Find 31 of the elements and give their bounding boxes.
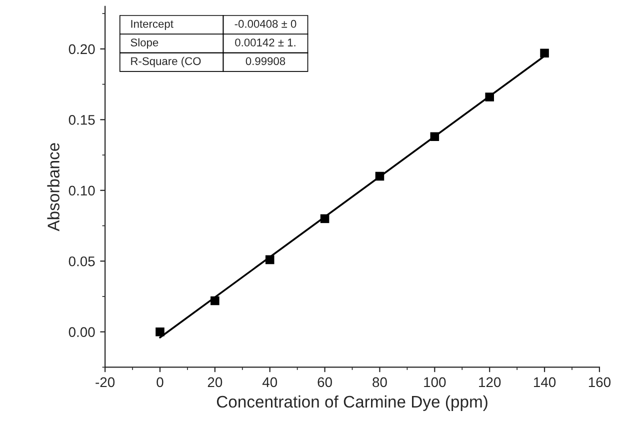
y-tick-label: 0.15 (68, 114, 95, 125)
y-tick-label: 0.05 (68, 256, 95, 266)
annotation: Slope (130, 38, 158, 49)
point (430, 132, 440, 142)
annotation: 0.99908 (246, 57, 286, 66)
y-axis-title: Absorbance (47, 143, 60, 232)
x-tick-label: 100 (424, 377, 446, 388)
y-tick-label: 0.10 (68, 186, 95, 196)
x-tick-label: 40 (262, 377, 278, 388)
y-tick-label: 0.00 (68, 327, 95, 338)
x-tick-label: 20 (208, 377, 222, 388)
annotation: -0.00408 ± 0 (234, 20, 296, 28)
x-axis-title: Concentration of Carmine Dye (ppm) (216, 395, 488, 411)
x-tick-label: 0 (156, 377, 164, 388)
point (485, 92, 494, 102)
x-tick-label: 120 (479, 377, 501, 388)
point (210, 296, 220, 306)
x-tick-label: 60 (318, 377, 332, 388)
annotation: R-Square (CO (131, 56, 201, 68)
x-tick-label: 160 (588, 377, 611, 388)
point (540, 48, 549, 58)
x-tick-label: -20 (96, 377, 115, 388)
x-tick-label: 140 (534, 377, 556, 388)
x-tick-label: 80 (372, 377, 387, 388)
annotation: Intercept (131, 20, 174, 30)
point (375, 172, 384, 181)
annotation: 0.00142 ± 1. (235, 38, 296, 46)
point (320, 214, 330, 224)
point (156, 327, 164, 336)
y-tick-label: 0.20 (68, 44, 95, 54)
point (265, 255, 274, 264)
